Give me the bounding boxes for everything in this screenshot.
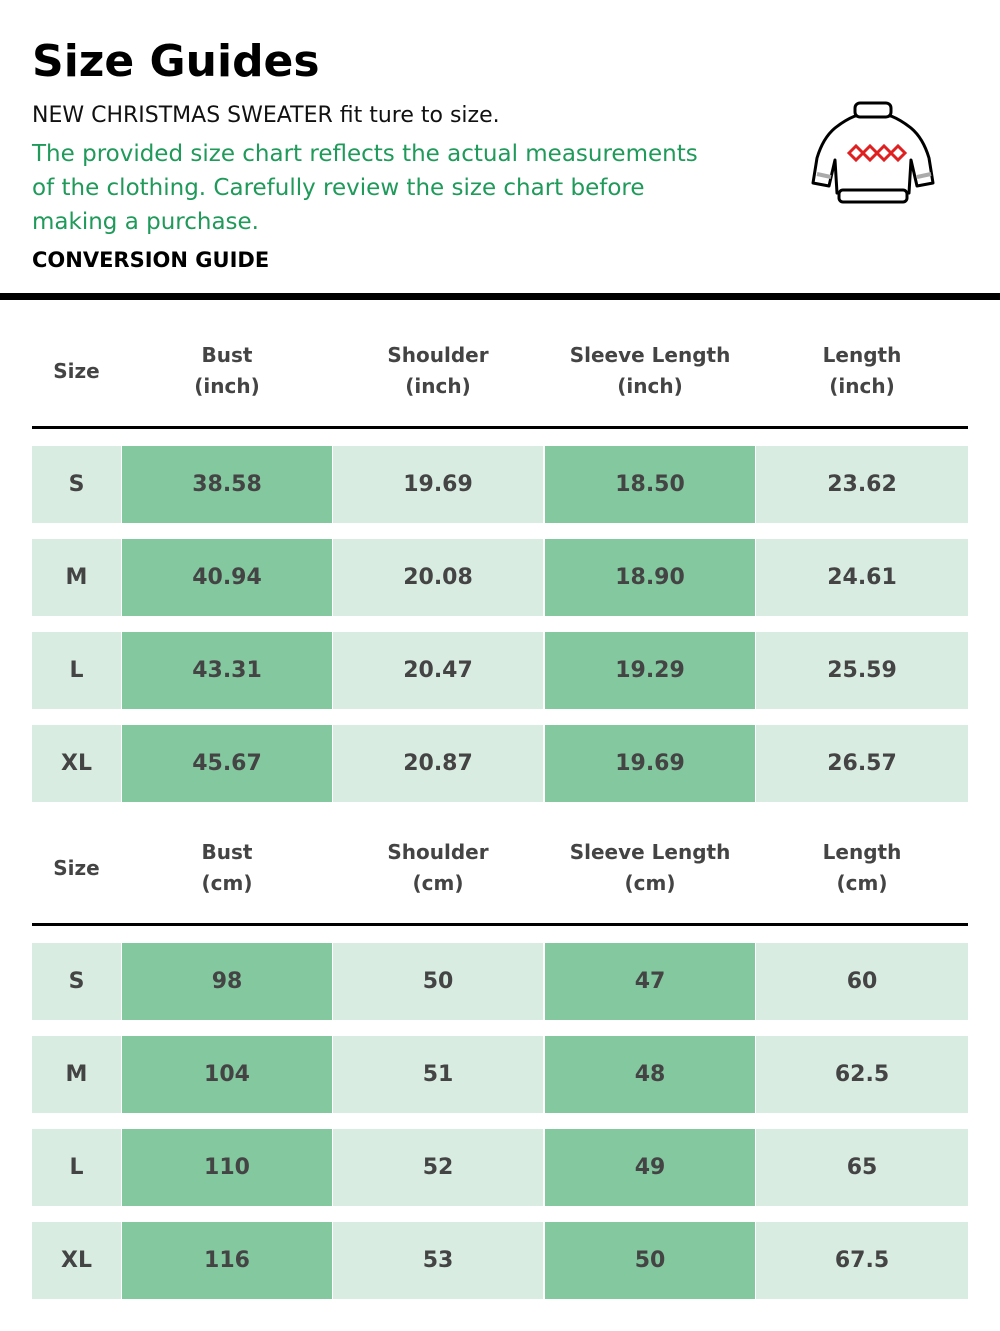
column-header: Sleeve Length (cm) bbox=[545, 822, 755, 914]
header-line: Bust bbox=[201, 840, 253, 864]
value-cell: 110 bbox=[122, 1129, 332, 1206]
header-line: Length bbox=[822, 343, 902, 367]
column-header: Length (inch) bbox=[756, 325, 968, 417]
header-line: (inch) bbox=[194, 374, 260, 398]
header-line: Shoulder bbox=[387, 343, 489, 367]
value-cell: 67.5 bbox=[756, 1222, 968, 1299]
title: Size Guides bbox=[32, 36, 320, 87]
header-line: (inch) bbox=[405, 374, 471, 398]
column-header: Bust (inch) bbox=[122, 325, 332, 417]
value-cell: 18.50 bbox=[545, 446, 755, 523]
header-line: (cm) bbox=[836, 871, 888, 895]
size-cell: XL bbox=[32, 1222, 121, 1299]
header-line: Shoulder bbox=[387, 840, 489, 864]
value-cell: 116 bbox=[122, 1222, 332, 1299]
sweater-icon bbox=[811, 101, 935, 204]
subtitle: NEW CHRISTMAS SWEATER fit ture to size. bbox=[32, 103, 500, 128]
header-rule bbox=[32, 426, 968, 429]
size-cell: L bbox=[32, 632, 121, 709]
header-line: Size bbox=[53, 358, 100, 383]
column-header: Length (cm) bbox=[756, 822, 968, 914]
divider bbox=[0, 293, 1000, 300]
column-header: Shoulder (cm) bbox=[333, 822, 543, 914]
value-cell: 38.58 bbox=[122, 446, 332, 523]
value-cell: 24.61 bbox=[756, 539, 968, 616]
value-cell: 19.29 bbox=[545, 632, 755, 709]
column-header: Size bbox=[32, 325, 121, 417]
header-line: (cm) bbox=[624, 871, 676, 895]
value-cell: 23.62 bbox=[756, 446, 968, 523]
header-line: Sleeve Length bbox=[569, 840, 731, 864]
header-rule bbox=[32, 923, 968, 926]
header-line: Bust bbox=[201, 343, 253, 367]
header-line: Size bbox=[53, 855, 100, 880]
header-line: Sleeve Length bbox=[569, 343, 731, 367]
value-cell: 45.67 bbox=[122, 725, 332, 802]
header-line: (inch) bbox=[829, 374, 895, 398]
value-cell: 62.5 bbox=[756, 1036, 968, 1113]
value-cell: 98 bbox=[122, 943, 332, 1020]
value-cell: 20.08 bbox=[333, 539, 543, 616]
value-cell: 26.57 bbox=[756, 725, 968, 802]
header-line: Length bbox=[822, 840, 902, 864]
value-cell: 51 bbox=[333, 1036, 543, 1113]
value-cell: 43.31 bbox=[122, 632, 332, 709]
size-cell: M bbox=[32, 539, 121, 616]
size-cell: XL bbox=[32, 725, 121, 802]
description: making a purchase. bbox=[32, 209, 259, 235]
column-header: Bust (cm) bbox=[122, 822, 332, 914]
value-cell: 25.59 bbox=[756, 632, 968, 709]
header-line: (cm) bbox=[201, 871, 253, 895]
column-header: Shoulder (inch) bbox=[333, 325, 543, 417]
value-cell: 19.69 bbox=[333, 446, 543, 523]
value-cell: 20.47 bbox=[333, 632, 543, 709]
value-cell: 18.90 bbox=[545, 539, 755, 616]
value-cell: 40.94 bbox=[122, 539, 332, 616]
value-cell: 48 bbox=[545, 1036, 755, 1113]
value-cell: 47 bbox=[545, 943, 755, 1020]
size-cell: L bbox=[32, 1129, 121, 1206]
value-cell: 50 bbox=[333, 943, 543, 1020]
description: of the clothing. Carefully review the si… bbox=[32, 175, 645, 201]
column-header: Size bbox=[32, 822, 121, 914]
section-title: CONVERSION GUIDE bbox=[32, 248, 270, 272]
size-cell: S bbox=[32, 943, 121, 1020]
value-cell: 50 bbox=[545, 1222, 755, 1299]
header-line: (cm) bbox=[412, 871, 464, 895]
value-cell: 20.87 bbox=[333, 725, 543, 802]
value-cell: 19.69 bbox=[545, 725, 755, 802]
value-cell: 65 bbox=[756, 1129, 968, 1206]
value-cell: 49 bbox=[545, 1129, 755, 1206]
header-line: (inch) bbox=[617, 374, 683, 398]
size-cell: S bbox=[32, 446, 121, 523]
value-cell: 52 bbox=[333, 1129, 543, 1206]
value-cell: 53 bbox=[333, 1222, 543, 1299]
size-cell: M bbox=[32, 1036, 121, 1113]
value-cell: 60 bbox=[756, 943, 968, 1020]
column-header: Sleeve Length (inch) bbox=[545, 325, 755, 417]
description: The provided size chart reflects the act… bbox=[32, 141, 698, 167]
value-cell: 104 bbox=[122, 1036, 332, 1113]
